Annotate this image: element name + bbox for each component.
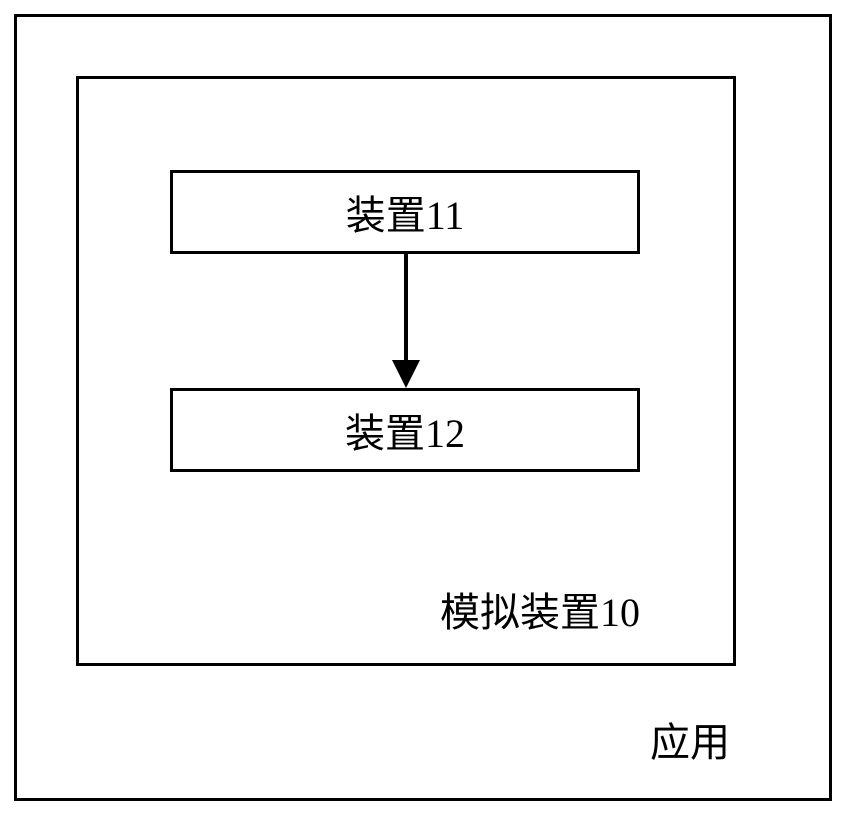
box-device-11: 装置11 — [170, 170, 640, 254]
arrow-line — [404, 254, 408, 362]
outer-frame-label: 应用 — [650, 710, 730, 768]
box-device-12-label: 装置12 — [345, 401, 465, 459]
inner-frame-label: 模拟装置10 — [440, 580, 640, 638]
arrow-head-icon — [392, 360, 420, 388]
box-device-12: 装置12 — [170, 388, 640, 472]
box-device-11-label: 装置11 — [346, 183, 465, 241]
